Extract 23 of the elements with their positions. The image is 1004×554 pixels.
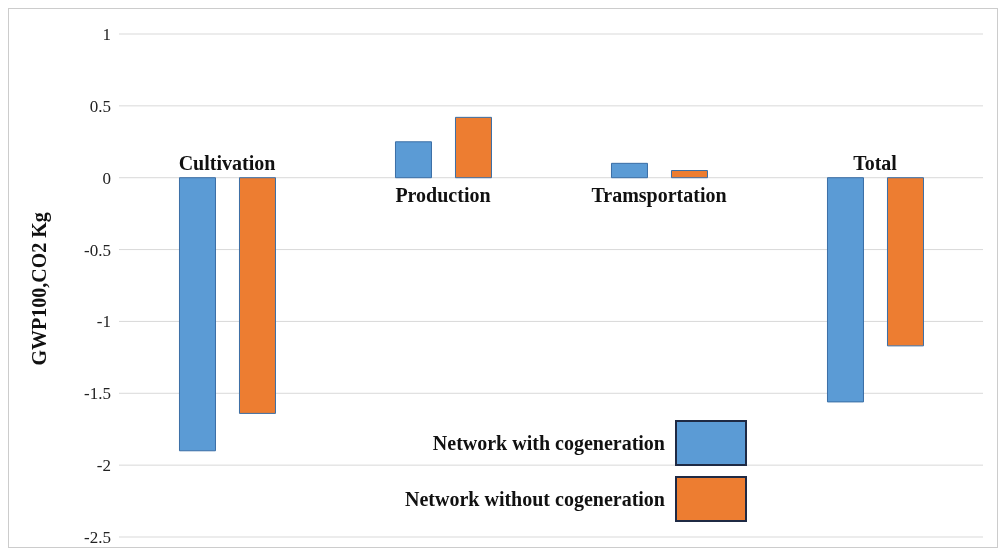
y-tick-label: 0.5 [89,96,111,116]
bar [178,177,216,452]
bar [826,177,864,403]
y-tick-label: -2 [96,456,111,476]
x-tick-label: Cultivation [178,151,276,174]
legend-label: Network without cogeneration [405,487,665,511]
legend-label: Network with cogeneration [432,431,665,455]
y-tick-label: 0 [102,168,111,188]
y-tick-label: -0.5 [84,240,111,260]
bar [238,177,276,414]
y-tick-label: -2.5 [84,528,111,548]
bar [886,177,924,347]
bar [454,116,492,179]
bar [670,170,708,179]
x-tick-label: Production [395,183,491,206]
x-tick-label: Tramsportation [591,183,727,207]
x-tick-label: Total [853,151,898,174]
y-tick-label: 1 [102,25,111,45]
y-axis-title: GWP100,CO2 Kg [28,212,52,366]
y-tick-label: -1.5 [84,384,111,404]
bar [394,141,432,179]
y-tick-label: -1 [96,312,111,332]
bar [610,162,648,179]
